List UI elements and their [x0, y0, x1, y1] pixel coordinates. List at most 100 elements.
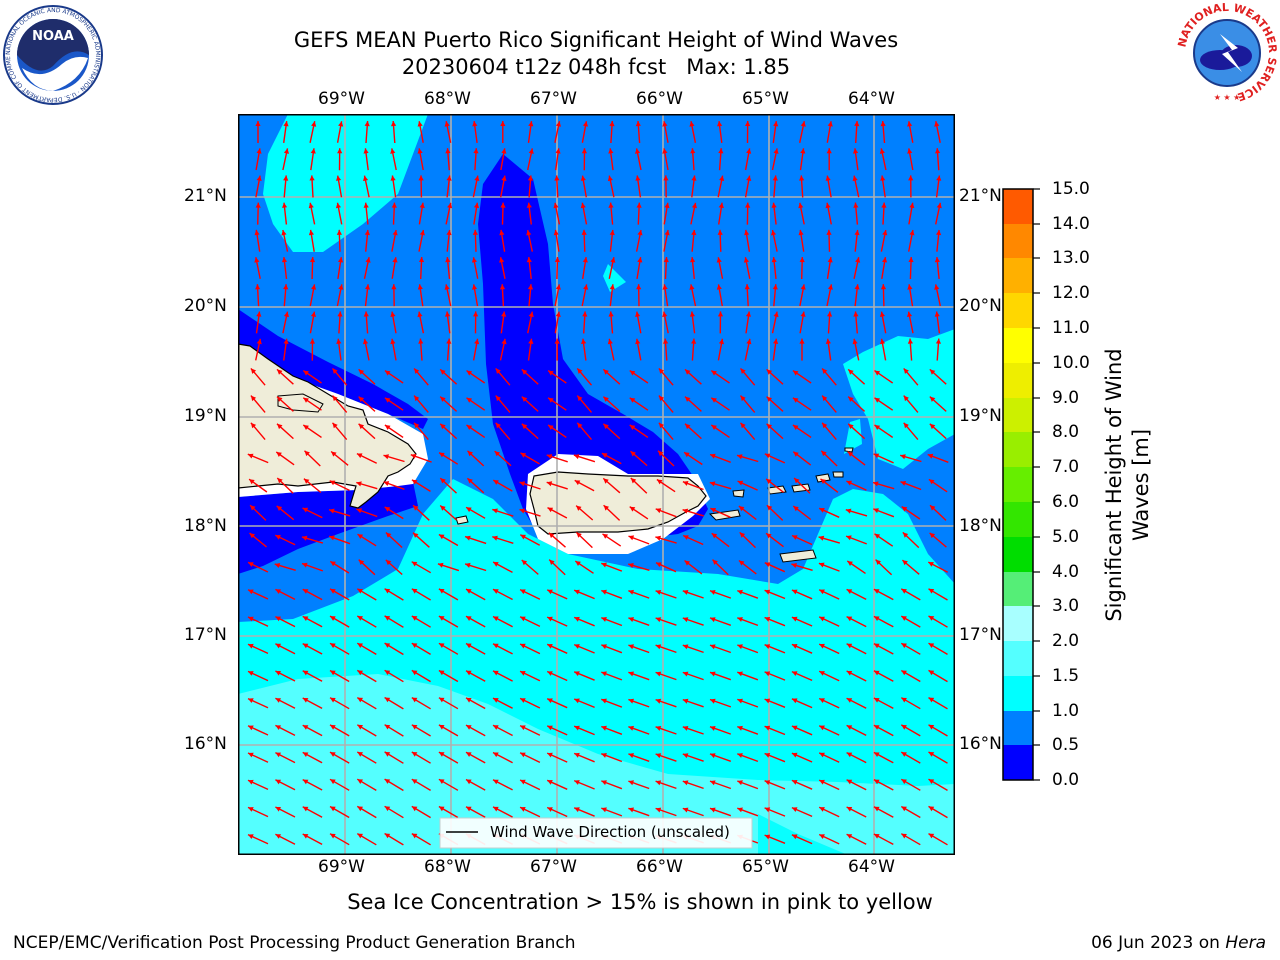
- wave-direction-arrow: [934, 121, 941, 143]
- wave-direction-arrow: [250, 367, 266, 386]
- wave-direction-arrow: [853, 257, 861, 279]
- wave-direction-arrow: [846, 779, 867, 791]
- wave-direction-arrow: [628, 617, 650, 626]
- wave-direction-arrow: [691, 175, 697, 198]
- wave-direction-arrow: [336, 284, 344, 307]
- wave-direction-arrow: [798, 202, 805, 225]
- wave-direction-arrow: [846, 643, 867, 655]
- wave-direction-arrow: [737, 780, 759, 790]
- wave-direction-arrow: [356, 778, 377, 792]
- colorbar-tick-label: 14.0: [1052, 214, 1090, 234]
- wave-direction-arrow: [771, 229, 778, 252]
- wave-direction-arrow: [744, 175, 752, 198]
- wave-direction-arrow: [363, 175, 370, 198]
- wave-direction-arrow: [499, 284, 506, 307]
- wave-direction-arrow: [411, 724, 431, 737]
- wave-direction-arrow: [304, 450, 321, 467]
- wave-direction-arrow: [847, 368, 866, 385]
- wave-direction-arrow: [636, 284, 642, 307]
- sea-ice-note: Sea Ice Concentration > 15% is shown in …: [347, 890, 933, 914]
- wave-direction-arrow: [766, 423, 784, 440]
- wave-direction-arrow: [711, 532, 730, 548]
- wave-direction-arrow: [709, 780, 732, 790]
- wave-direction-arrow: [846, 615, 867, 628]
- wave-direction-arrow: [329, 669, 350, 683]
- colorbar-label: Significant Height of Wind Waves [m]: [1102, 348, 1153, 622]
- wave-direction-arrow: [283, 175, 289, 198]
- wave-direction-arrow: [663, 175, 669, 198]
- wave-direction-arrow: [581, 121, 588, 143]
- wave-direction-arrow: [655, 562, 677, 573]
- wave-direction-arrow: [276, 396, 294, 412]
- wave-direction-arrow: [772, 175, 778, 198]
- wave-direction-arrow: [329, 724, 350, 737]
- wave-direction-arrow: [527, 284, 534, 307]
- wave-direction-arrow: [411, 588, 431, 601]
- wave-direction-arrow: [391, 229, 398, 252]
- wave-direction-arrow: [902, 531, 920, 549]
- colorbar-swatch: [1003, 572, 1033, 606]
- wave-direction-arrow: [744, 229, 751, 252]
- colorbar-swatch: [1003, 224, 1033, 258]
- wave-direction-arrow: [799, 338, 805, 361]
- hispaniola-land: [238, 343, 417, 509]
- colorbar-tick-label: 5.0: [1052, 527, 1080, 547]
- wave-direction-arrow: [385, 559, 403, 576]
- wave-direction-arrow: [764, 780, 786, 790]
- wave-direction-arrow: [628, 698, 650, 708]
- wave-direction-arrow: [364, 229, 370, 252]
- wave-direction-arrow: [852, 175, 860, 198]
- wave-direction-arrow: [466, 424, 486, 438]
- wave-direction-arrow: [846, 480, 867, 491]
- wave-direction-arrow: [384, 588, 404, 601]
- wave-direction-arrow: [439, 368, 458, 385]
- wave-direction-arrow: [718, 148, 724, 171]
- wave-direction-arrow: [766, 396, 784, 412]
- wave-direction-arrow: [602, 533, 622, 547]
- wave-direction-arrow: [384, 615, 404, 628]
- map-legend: Wind Wave Direction (unscaled): [439, 817, 753, 849]
- wave-direction-arrow: [581, 284, 589, 307]
- colorbar-swatch: [1003, 432, 1033, 467]
- wave-direction-arrow: [608, 148, 614, 171]
- wave-direction-arrow: [934, 257, 940, 279]
- wave-direction-arrow: [412, 504, 430, 521]
- wave-direction-arrow: [601, 452, 622, 465]
- wave-direction-arrow: [356, 508, 378, 518]
- wave-direction-arrow: [581, 338, 587, 361]
- wave-direction-arrow: [308, 202, 316, 225]
- wave-direction-arrow: [411, 479, 431, 492]
- wave-direction-arrow: [384, 370, 404, 384]
- wave-direction-arrow: [302, 724, 323, 737]
- wave-direction-arrow: [309, 256, 316, 280]
- wave-direction-arrow: [302, 642, 323, 655]
- lon-label-bottom: 66°W: [636, 857, 683, 877]
- wave-direction-arrow: [466, 477, 485, 494]
- wave-direction-arrow: [363, 148, 369, 171]
- wave-direction-arrow: [710, 507, 731, 518]
- wave-direction-arrow: [575, 531, 593, 549]
- wave-direction-arrow: [275, 806, 296, 818]
- wave-direction-arrow: [581, 229, 587, 252]
- wave-direction-arrow: [446, 175, 452, 198]
- wave-direction-arrow: [328, 508, 351, 517]
- wave-direction-arrow: [873, 806, 894, 818]
- colorbar-swatch: [1003, 293, 1033, 328]
- wave-direction-arrow: [418, 256, 425, 280]
- wave-direction-arrow: [302, 397, 322, 411]
- wave-direction-arrow: [521, 559, 539, 575]
- lon-label-bottom: 68°W: [424, 857, 471, 877]
- wave-direction-arrow: [473, 148, 479, 171]
- wave-direction-arrow: [628, 780, 650, 790]
- wave-direction-arrow: [384, 642, 404, 656]
- wave-direction-arrow: [717, 338, 724, 361]
- wave-direction-arrow: [825, 202, 832, 225]
- wave-direction-arrow: [874, 533, 894, 547]
- wave-direction-arrow: [655, 726, 677, 735]
- wave-direction-arrow: [628, 807, 650, 817]
- chart-title: GEFS MEAN Puerto Rico Significant Height…: [293, 28, 899, 52]
- wave-direction-arrow: [519, 616, 541, 628]
- wave-direction-arrow: [500, 202, 506, 225]
- svg-text:NOAA: NOAA: [32, 29, 74, 44]
- wave-direction-arrow: [928, 805, 948, 819]
